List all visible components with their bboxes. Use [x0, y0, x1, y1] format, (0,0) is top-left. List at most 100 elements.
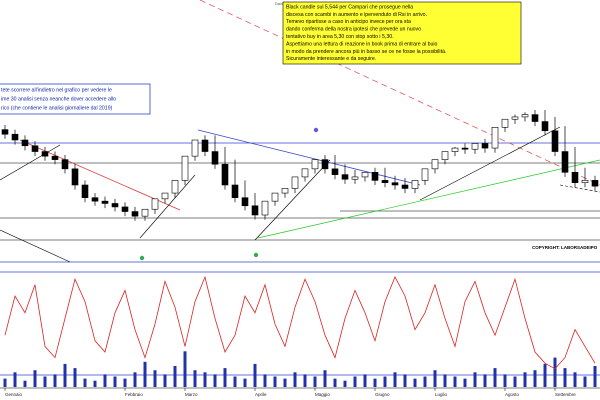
volume-bar: [323, 370, 327, 387]
volume-bar: [63, 363, 67, 387]
volume-bar: [233, 376, 237, 387]
comment-line: tentativo buy in area 5,30 con stop sott…: [286, 34, 394, 40]
copyright-box: [530, 244, 600, 252]
volume-bar: [73, 368, 77, 387]
info-line: tete scorrere all'indietro nel grafico p…: [1, 87, 112, 93]
candle-body: [371, 172, 379, 181]
copyright: COPYRIGHT: LABORSADEIPO: [532, 245, 598, 250]
comment-line: in modo da prendere ancora più in basso …: [286, 49, 446, 55]
volume-bar: [203, 372, 207, 387]
volume-bar: [503, 374, 507, 387]
candle-body: [541, 121, 549, 132]
x-tick-label: Settembre: [555, 392, 576, 397]
trendline: [199, 0, 600, 186]
volume-bar: [403, 374, 407, 387]
volume-bar: [373, 378, 377, 387]
volume-bar: [343, 380, 347, 387]
volume-bar: [513, 376, 517, 387]
volume-bar: [33, 370, 37, 387]
candle-body: [331, 168, 339, 175]
volume-bar: [333, 378, 337, 387]
volume-bar: [543, 363, 547, 387]
candle-body: [151, 198, 159, 210]
oscillator-line: [4, 275, 596, 370]
trendline: [257, 159, 600, 239]
candle-body: [451, 147, 459, 152]
volume-bar: [213, 374, 217, 387]
trendline: [0, 144, 61, 181]
candle-body: [391, 182, 399, 186]
candle-body: [381, 180, 389, 183]
x-tick-label: Giugno: [375, 392, 390, 397]
candle-body: [471, 143, 479, 150]
volume-bar: [413, 378, 417, 387]
volume-bar: [43, 376, 47, 387]
candle-body: [101, 200, 109, 204]
volume-bar: [433, 370, 437, 387]
candle-body: [21, 139, 29, 147]
candle-body: [461, 147, 469, 150]
volume-bar: [133, 372, 137, 387]
candle-body: [591, 180, 599, 187]
x-tick-label: Agosto: [505, 392, 520, 397]
info-text: tete scorrere all'indietro nel grafico p…: [1, 87, 116, 111]
candle-body: [481, 143, 489, 149]
volume-bar: [453, 376, 457, 387]
volume-bar: [533, 370, 537, 387]
volume-bar: [393, 372, 397, 387]
candle-body: [131, 211, 139, 217]
candle-body: [81, 184, 89, 198]
candle-body: [251, 205, 259, 216]
volume-bar: [293, 372, 297, 387]
comment-line: Aspettiamo una lettura di reazione in bo…: [286, 41, 438, 47]
volume-bar: [303, 374, 307, 387]
volume-bar: [363, 374, 367, 387]
comment-box: [282, 1, 522, 65]
volume-bar: [223, 368, 227, 387]
candle-body: [141, 208, 149, 217]
volume-bar: [383, 376, 387, 387]
volume-bar: [283, 378, 287, 387]
info-line: ime 30 analisi senza neanche dover acced…: [1, 96, 116, 102]
volume-bar: [353, 376, 357, 387]
candle-body: [521, 114, 529, 118]
candle-body: [531, 114, 539, 122]
trendline: [0, 229, 71, 263]
candle-body: [561, 151, 569, 173]
volume-bar: [443, 374, 447, 387]
candle-body: [51, 155, 59, 160]
candle-body: [351, 176, 359, 180]
volume-bar: [193, 370, 197, 387]
marks: Gennaio Febbraio Marzo Aprile Maggio Giugno Lu…: [1, 110, 599, 397]
volume-bar: [493, 368, 497, 387]
volume-bar: [13, 372, 17, 387]
trendline: [254, 159, 331, 241]
comment-text: Black candle sul 5,544 per Campari che p…: [286, 4, 446, 62]
candle-body: [571, 172, 579, 183]
info-box: [0, 83, 151, 115]
candle-body: [491, 127, 499, 149]
candle-body: [1, 129, 9, 135]
candle-body: [321, 159, 329, 170]
candle-body: [581, 180, 589, 183]
marker: [313, 127, 319, 133]
volume-bar: [83, 378, 87, 387]
candle-body: [231, 184, 239, 198]
x-tick-label: Gennaio: [5, 392, 23, 397]
volume-bar: [123, 378, 127, 387]
candle-body: [31, 145, 39, 152]
comment-line: Black candle sul 5,544 per Campari che p…: [286, 4, 413, 10]
volume-bar: [143, 361, 147, 387]
volume-bar: [273, 376, 277, 387]
candle-body: [271, 192, 279, 202]
volume-bar: [243, 378, 247, 387]
info-line: rico (che contiene le analisi giornalier…: [1, 105, 113, 111]
volume-bar: [593, 366, 597, 387]
comment-line: Sicuramente interessante e da seguire.: [286, 56, 376, 62]
candle-body: [191, 139, 199, 157]
candle-body: [441, 151, 449, 160]
candle-body: [111, 203, 119, 208]
candle-body: [551, 130, 559, 152]
volume-bar: [553, 357, 557, 387]
